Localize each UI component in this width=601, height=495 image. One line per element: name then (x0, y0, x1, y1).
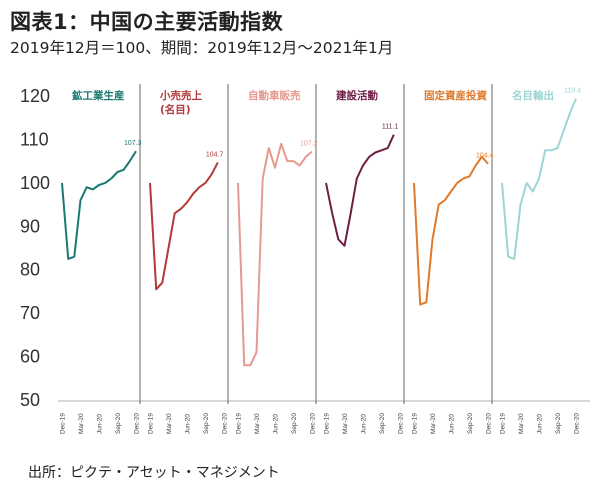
x-tick-label: Jun-20 (273, 414, 280, 434)
x-tick-label: Dec-19 (324, 413, 331, 434)
x-tick-label: Sep-20 (467, 413, 474, 434)
x-tick-label: Dec-19 (148, 413, 155, 434)
y-tick-label: 60 (20, 347, 40, 367)
panel-label: 自動車販売 (248, 89, 301, 102)
x-tick-label: Sep-20 (115, 413, 122, 434)
end-value-label: 107.3 (124, 140, 142, 147)
y-tick-label: 120 (20, 86, 50, 106)
end-value-label: 104.4 (476, 153, 494, 160)
x-tick-label: Sep-20 (379, 413, 386, 434)
x-tick-label: Dec-20 (486, 413, 493, 434)
series-line-6 (501, 98, 577, 260)
chart-title: 図表1：中国の主要活動指数 (10, 10, 284, 34)
x-tick-label: Jun-20 (537, 414, 544, 434)
x-tick-label: Mar-20 (78, 413, 85, 434)
panel-label: 建設活動 (335, 89, 378, 102)
chart-subtitle: 2019年12月＝100、期間：2019年12月～2021年1月 (10, 39, 394, 57)
x-tick-label: Mar-20 (430, 413, 437, 434)
y-tick-label: 110 (20, 129, 49, 149)
source-note: 出所：ピクテ・アセット・マネジメント (28, 465, 280, 481)
x-tick-label: Jun-20 (449, 414, 456, 434)
y-tick-label: 50 (20, 390, 40, 410)
x-tick-label: Dec-20 (310, 413, 317, 434)
series-line-3 (237, 142, 313, 367)
x-tick-label: Jun-20 (361, 414, 368, 434)
panel-label: 固定資産投資 (424, 89, 487, 102)
x-tick-label: Dec-19 (500, 413, 507, 434)
end-value-label: 107.2 (300, 141, 318, 148)
x-tick-label: Dec-19 (60, 413, 67, 434)
x-tick-label: Dec-20 (574, 413, 581, 434)
x-tick-label: Mar-20 (254, 413, 261, 434)
x-tick-label: Dec-20 (398, 413, 405, 434)
panel-label: 名目輸出 (512, 89, 554, 102)
x-tick-label: Jun-20 (97, 414, 104, 434)
x-tick-label: Sep-20 (555, 413, 562, 434)
x-tick-label: Mar-20 (518, 413, 525, 434)
series-line-4 (325, 134, 395, 247)
x-tick-label: Dec-20 (222, 413, 229, 434)
y-tick-label: 70 (20, 303, 40, 323)
x-tick-label: Mar-20 (342, 413, 349, 434)
panel-label: 鉱工業生産 (72, 89, 125, 102)
end-value-label: 104.7 (206, 151, 224, 158)
x-tick-label: Dec-20 (134, 413, 141, 434)
end-value-label: 119.4 (564, 88, 581, 95)
series-line-2 (149, 161, 219, 291)
series-line-5 (413, 155, 489, 306)
panel-label: 小売売上 (159, 89, 202, 102)
x-tick-label: Sep-20 (291, 413, 298, 434)
y-tick-label: 90 (20, 216, 40, 236)
x-tick-label: Dec-19 (412, 413, 419, 434)
y-tick-label: 80 (20, 260, 40, 280)
y-tick-label: 100 (20, 173, 50, 193)
panel-label: (名目) (160, 103, 191, 116)
end-value-label: 111.1 (382, 124, 399, 131)
x-tick-label: Jun-20 (185, 414, 192, 434)
x-tick-label: Sep-20 (203, 413, 210, 434)
series-line-1 (61, 150, 137, 260)
x-tick-label: Dec-19 (236, 413, 243, 434)
x-tick-label: Mar-20 (166, 413, 173, 434)
